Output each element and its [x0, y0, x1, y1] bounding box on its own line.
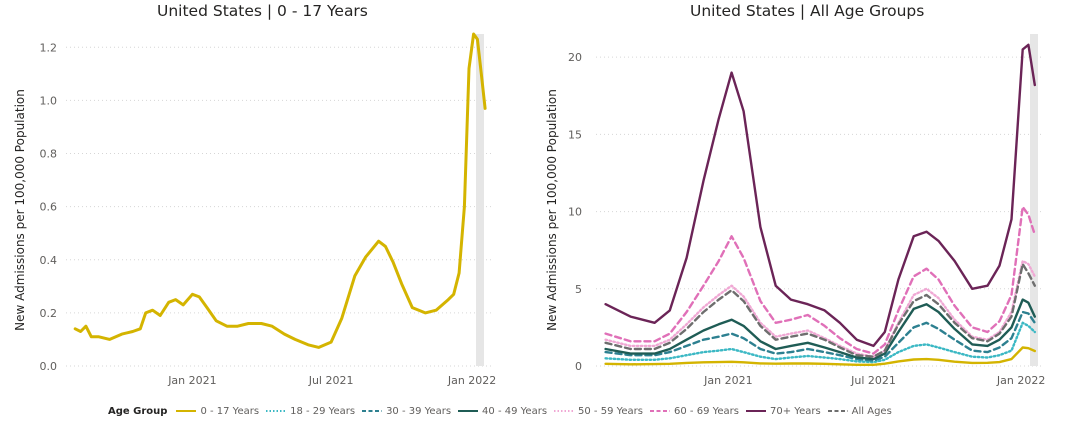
- series-line-30-39-years[interactable]: [604, 310, 1036, 362]
- legend-swatch: [827, 410, 848, 412]
- y-tick-label: 20: [568, 51, 582, 64]
- legend-item-50-59-years[interactable]: 50 - 59 Years: [553, 406, 643, 417]
- series-line-70-years[interactable]: [604, 43, 1036, 348]
- y-tick-label: 1.2: [40, 41, 58, 54]
- x-tick-label: Jan 2022: [447, 374, 496, 387]
- legend-item-60-69-years[interactable]: 60 - 69 Years: [649, 406, 739, 417]
- legend[interactable]: Age Group 0 - 17 Years 18 - 29 Years 30 - …: [108, 403, 898, 419]
- y-tick-label: 0.2: [40, 307, 58, 320]
- y-tick-label: 0: [575, 360, 582, 373]
- y-tick-label: 0.6: [40, 201, 58, 214]
- x-tick-label: Jan 2021: [703, 374, 752, 387]
- y-tick-label: 1.0: [40, 94, 58, 107]
- legend-item-all-ages[interactable]: All Ages: [827, 406, 892, 417]
- legend-swatch: [458, 410, 479, 412]
- y-axis-label: New Admissions per 100,000 Population: [13, 89, 27, 331]
- legend-swatch: [362, 410, 383, 412]
- y-tick-label: 0.8: [40, 148, 58, 161]
- legend-item-label: 0 - 17 Years: [200, 405, 260, 417]
- legend-swatch: [554, 410, 575, 412]
- legend-item-0-17-years[interactable]: 0 - 17 Years: [175, 406, 259, 417]
- y-tick-label: 10: [568, 206, 582, 219]
- y-tick-label: 0.4: [40, 254, 58, 267]
- legend-item-label: 60 - 69 Years: [674, 405, 739, 417]
- legend-item-label: 30 - 39 Years: [386, 405, 452, 417]
- legend-item-70-years[interactable]: 70+ Years: [745, 406, 821, 417]
- legend-title: Age Group: [108, 405, 168, 417]
- chart-left[interactable]: 0.0 0.2 0.4 0.6 0.8 1.0 1.2 Jan 2021 Jul 2021 Jan…: [0, 0, 1079, 400]
- series-line-40-49-years[interactable]: [604, 298, 1036, 361]
- legend-item-label: 18 - 29 Years: [290, 405, 356, 417]
- y-axis-label: New Admissions per 100,000 Population: [545, 89, 559, 331]
- series-line-60-69-years[interactable]: [604, 205, 1036, 355]
- legend-item-label: All Ages: [851, 405, 892, 417]
- y-tick-label: 0.0: [40, 360, 58, 373]
- legend-swatch: [746, 410, 766, 412]
- chart-right[interactable]: 0 5 10 15 20 Jan 2021 Jul 2021 Jan 2022 New Admi…: [0, 0, 1079, 400]
- x-tick-label: Jan 2021: [167, 374, 216, 387]
- y-tick-label: 5: [575, 283, 582, 296]
- legend-item-label: 50 - 59 Years: [578, 405, 644, 417]
- legend-swatch: [176, 410, 197, 412]
- legend-swatch: [266, 410, 287, 412]
- series-line-50-59-years[interactable]: [604, 259, 1036, 358]
- legend-swatch: [650, 410, 671, 412]
- chart-title-left: United States | 0 - 17 Years: [157, 2, 368, 20]
- recent-data-band: [1030, 34, 1038, 366]
- series-line-0-17-years[interactable]: [604, 346, 1036, 366]
- legend-item-40-49-years[interactable]: 40 - 49 Years: [457, 406, 547, 417]
- x-tick-label: Jul 2021: [308, 374, 354, 387]
- series-line-18-29-years[interactable]: [604, 321, 1036, 364]
- x-tick-label: Jul 2021: [850, 374, 896, 387]
- chart-title-right: United States | All Age Groups: [690, 2, 925, 20]
- series-line-0-17-years[interactable]: [73, 32, 487, 349]
- recent-data-band: [476, 34, 484, 366]
- series-line-all-ages[interactable]: [604, 262, 1036, 358]
- legend-item-30-39-years[interactable]: 30 - 39 Years: [361, 406, 451, 417]
- x-tick-label: Jan 2022: [996, 374, 1045, 387]
- legend-item-label: 40 - 49 Years: [482, 405, 548, 417]
- legend-item-label: 70+ Years: [770, 405, 821, 417]
- y-tick-label: 15: [568, 128, 582, 141]
- legend-item-18-29-years[interactable]: 18 - 29 Years: [265, 406, 355, 417]
